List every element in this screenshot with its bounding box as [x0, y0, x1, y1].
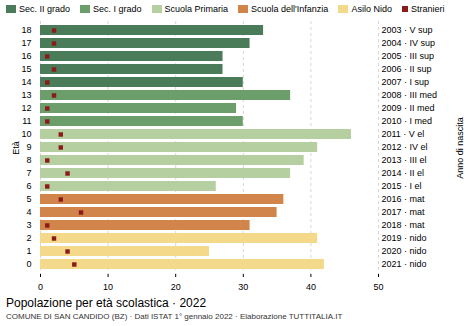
- svg-text:13: 13: [21, 90, 31, 100]
- svg-text:2005 · III sup: 2005 · III sup: [382, 51, 435, 61]
- svg-text:14: 14: [21, 77, 31, 87]
- svg-text:0: 0: [26, 259, 31, 269]
- svg-text:2007 · I sup: 2007 · I sup: [382, 77, 430, 87]
- svg-text:2020 · nido: 2020 · nido: [382, 246, 427, 256]
- svg-text:3: 3: [26, 220, 31, 230]
- svg-text:2010 · I med: 2010 · I med: [382, 116, 433, 126]
- html-text:Scuola dell'Infanzia: Scuola dell'Infanzia: [251, 4, 329, 14]
- svg-text:40: 40: [306, 282, 316, 292]
- svg-text:18: 18: [21, 25, 31, 35]
- svg-text:2004 · IV sup: 2004 · IV sup: [382, 38, 436, 48]
- svg-text:16: 16: [21, 51, 31, 61]
- svg-text:2014 · II el: 2014 · II el: [382, 168, 425, 178]
- svg-text:2015 · I el: 2015 · I el: [382, 181, 422, 191]
- svg-text:2008 · III med: 2008 · III med: [382, 90, 438, 100]
- html-text:COMUNE DI SAN CANDIDO (BZ) · D: COMUNE DI SAN CANDIDO (BZ) · Dati ISTAT …: [6, 312, 343, 321]
- svg-text:2016 · mat: 2016 · mat: [382, 194, 426, 204]
- svg-text:2013 · III el: 2013 · III el: [382, 155, 427, 165]
- html-text:Scuola Primaria: Scuola Primaria: [164, 4, 229, 14]
- svg-text:2: 2: [26, 233, 31, 243]
- svg-text:2003 · V sup: 2003 · V sup: [382, 25, 433, 35]
- html-text:Asilo Nido: Asilo Nido: [351, 4, 392, 14]
- svg-text:30: 30: [238, 282, 248, 292]
- svg-text:2006 · II sup: 2006 · II sup: [382, 64, 432, 74]
- svg-text:Età: Età: [11, 141, 21, 155]
- html-text:Stranieri: Stranieri: [410, 4, 445, 14]
- svg-text:2018 · mat: 2018 · mat: [382, 220, 426, 230]
- svg-text:6: 6: [26, 181, 31, 191]
- svg-text:11: 11: [22, 116, 31, 126]
- html-text:Popolazione per età scolastica: Popolazione per età scolastica · 2022: [6, 296, 207, 310]
- svg-text:10: 10: [103, 282, 113, 292]
- svg-text:2011 · V el: 2011 · V el: [382, 129, 425, 139]
- svg-text:2021 · nido: 2021 · nido: [382, 259, 427, 269]
- html-text:Sec. II grado: Sec. II grado: [19, 4, 70, 14]
- svg-text:2019 · nido: 2019 · nido: [382, 233, 427, 243]
- svg-text:20: 20: [171, 282, 181, 292]
- svg-text:8: 8: [26, 155, 31, 165]
- svg-text:4: 4: [26, 207, 31, 217]
- svg-text:15: 15: [21, 64, 31, 74]
- svg-text:17: 17: [21, 38, 31, 48]
- svg-text:2017 · mat: 2017 · mat: [382, 207, 426, 217]
- svg-text:7: 7: [26, 168, 31, 178]
- svg-text:0: 0: [38, 282, 43, 292]
- svg-text:12: 12: [21, 103, 31, 113]
- svg-text:50: 50: [373, 282, 383, 292]
- svg-text:1: 1: [26, 246, 31, 256]
- svg-text:10: 10: [21, 129, 31, 139]
- html-text:Sec. I grado: Sec. I grado: [93, 4, 142, 14]
- svg-text:2012 · IV el: 2012 · IV el: [382, 142, 428, 152]
- svg-text:Anno di nascita: Anno di nascita: [455, 117, 465, 179]
- svg-text:2009 · II med: 2009 · II med: [382, 103, 435, 113]
- svg-text:5: 5: [26, 194, 31, 204]
- svg-text:9: 9: [26, 142, 31, 152]
